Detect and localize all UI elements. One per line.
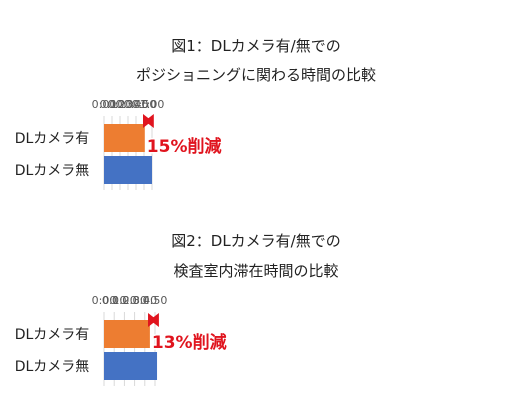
x-tick-label: 0:40 xyxy=(124,98,149,111)
x-tick-label: 0:30 xyxy=(122,294,147,307)
x-tick-label: 0:50 xyxy=(143,294,168,307)
x-tick-label: 1:00 xyxy=(140,98,165,111)
arrow-head-right xyxy=(143,114,152,128)
x-tick-label: 0:20 xyxy=(108,98,133,111)
reduction-label: 15%削減 xyxy=(147,136,222,157)
arrow-head-right xyxy=(148,313,158,327)
x-tick-label: 0:00 xyxy=(92,294,117,307)
category-label: DLカメラ有 xyxy=(15,131,90,147)
x-tick-label: 0:40 xyxy=(132,294,157,307)
chart-title-line: 検査室内滞在時間の比較 xyxy=(173,262,338,280)
x-tick-label: 0:20 xyxy=(112,294,137,307)
chart-title-line: 図1：DLカメラ有/無での xyxy=(171,37,341,55)
x-tick-label: 0:10 xyxy=(100,98,125,111)
bar xyxy=(104,124,145,152)
x-tick-label: 0:50 xyxy=(132,98,157,111)
chart-title-line: ポジショニングに関わる時間の比較 xyxy=(136,66,376,84)
bar xyxy=(104,320,150,348)
chart-title-line: 図2：DLカメラ有/無での xyxy=(171,232,341,250)
x-tick-label: 0:10 xyxy=(102,294,127,307)
bar xyxy=(104,352,158,380)
category-label: DLカメラ無 xyxy=(15,163,90,179)
x-tick-label: 0:30 xyxy=(116,98,141,111)
reduction-label: 13%削減 xyxy=(152,332,227,353)
bar xyxy=(104,156,152,184)
category-label: DLカメラ無 xyxy=(15,359,90,375)
category-label: DLカメラ有 xyxy=(15,327,90,343)
x-tick-label: 0:00 xyxy=(92,98,117,111)
